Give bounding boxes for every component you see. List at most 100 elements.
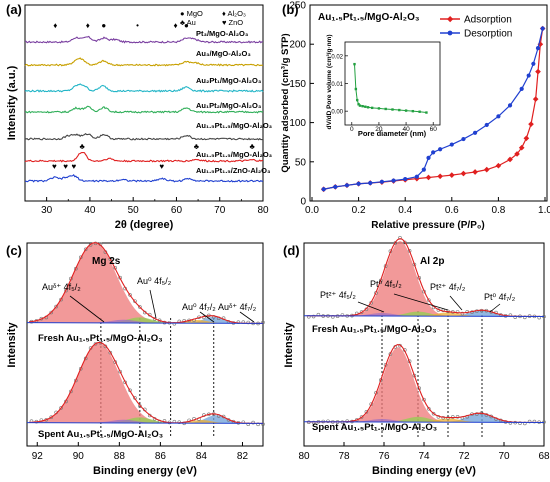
panel-b-inset-point bbox=[425, 111, 428, 114]
panel-d-component-peak bbox=[304, 241, 544, 317]
panel-c-component-peak bbox=[27, 319, 263, 324]
panel-b-point bbox=[461, 136, 466, 142]
panel-c-component-peak bbox=[27, 242, 263, 324]
panel-c-peak-annotation: Au⁰ 4f₇/₂ bbox=[182, 302, 216, 312]
panel-b-point bbox=[426, 155, 431, 160]
panel-a-phase-marker: ♥ bbox=[63, 162, 68, 171]
panel-b-y-tick-label: 0 bbox=[300, 197, 306, 208]
panel-c-envelope-line bbox=[28, 242, 264, 324]
panel-b-inset-x-tick-label: 60 bbox=[430, 126, 438, 133]
panel-c-peak-annotation: Auᵟ⁺ 4f₅/₂ bbox=[42, 282, 81, 292]
panel-d-component-peak bbox=[304, 310, 544, 317]
panel-d-plot: 80 78 76 74 72 70 68 Fresh Au₁.₅Pt₁.₅/MgO-Al₂O₃… bbox=[298, 235, 550, 462]
panel-c-data-point bbox=[108, 257, 113, 261]
panel-b-point bbox=[472, 169, 478, 175]
panel-b-point bbox=[496, 114, 501, 119]
panel-d-annotation-pointer bbox=[357, 301, 385, 313]
panel-b-x-tick-label: 0.4 bbox=[398, 205, 412, 216]
panel-c-data-point bbox=[246, 320, 251, 325]
panel-b-x-tick-label: 0.2 bbox=[352, 205, 366, 216]
panel-a-series-line bbox=[24, 174, 264, 183]
panel-d-data-point bbox=[402, 240, 407, 245]
panel-c-component-peak bbox=[27, 417, 263, 424]
panel-b-inset-point bbox=[358, 104, 362, 107]
panel-d-data-point bbox=[398, 235, 402, 240]
panel-d-component-peak bbox=[304, 413, 544, 423]
panel-c-spectrum-label: Fresh Au₁.₅Pt₁.₅/MgO-Al₂O₃ bbox=[38, 333, 163, 344]
panel-c-annotation-pointer bbox=[199, 311, 215, 323]
panel-a-x-axis-label: 2θ (degree) bbox=[115, 219, 174, 231]
panel-a-series-label: Au₁.₅Pt₁.₅/ZnO-Al₂O₃ bbox=[196, 166, 271, 175]
panel-c-data-point bbox=[138, 305, 142, 309]
panel-a-x-tick-label: 40 bbox=[84, 205, 96, 216]
panel-d-annotation-pointer bbox=[393, 293, 449, 311]
panel-b-inset-point bbox=[353, 62, 356, 66]
panel-c-envelope-line bbox=[29, 341, 264, 424]
panel-b-point bbox=[518, 144, 525, 151]
panel-b-x-axis-label: Relative pressure (P/P₀) bbox=[371, 220, 484, 231]
panel-a-series-line bbox=[24, 151, 264, 163]
panel-b: (b) Au₁.₅Pt₁.₅/MgO-Al₂O₃ 0.0 0.2 0.4 0.6 0.8… bbox=[280, 1, 550, 232]
panel-d-data-point bbox=[527, 419, 532, 424]
panel-d-data-point bbox=[450, 415, 455, 419]
panel-c-plot: 92 90 88 86 84 82 Fresh Au₁.₅Pt₁.₅/MgO-Al₂O₃ Sp… bbox=[26, 241, 265, 462]
panel-c-data-point bbox=[133, 299, 137, 303]
panel-b-legend: Adsorption Desorption bbox=[440, 15, 512, 40]
panel-a-curves: Pt₃/MgO-Al₂O₃ Au₃/MgO-Al₂O₃ Au₂Pt₁/MgO-Al₂… bbox=[24, 21, 273, 183]
panel-a-ticks: 30 40 50 60 70 80 bbox=[24, 197, 269, 216]
panel-d-data-point bbox=[398, 343, 402, 348]
panel-d-annotation-pointer bbox=[449, 295, 463, 311]
panel-c-component-peak bbox=[27, 342, 263, 424]
panel-a-x-tick-label: 60 bbox=[171, 205, 183, 216]
panel-b-point bbox=[438, 147, 443, 152]
panel-d-data-point bbox=[364, 410, 369, 414]
panel-c-data-point bbox=[49, 310, 54, 315]
panel-a-phase-marker: ♦ bbox=[174, 21, 178, 30]
panel-a-series-label: Au₂Pt₁/MgO-Al₂O₃ bbox=[196, 76, 262, 85]
panel-b-frame bbox=[309, 4, 548, 202]
panel-d-data-point bbox=[455, 310, 460, 314]
panel-d-spectrum-label: Spent Au₁.₅Pt₁.₅/MgO-Al₂O₃ bbox=[312, 422, 437, 433]
panel-a-x-tick-label: 80 bbox=[257, 205, 269, 216]
panel-a-x-tick-label: 30 bbox=[41, 205, 53, 216]
panel-c-spectrum-label: Spent Au₁.₅Pt₁.₅/MgO-Al₂O₃ bbox=[38, 429, 163, 440]
panel-b-point bbox=[448, 172, 455, 178]
panel-d-x-tick-label: 76 bbox=[378, 451, 390, 462]
panel-b-inset-point bbox=[398, 108, 401, 112]
panel-d-data-point bbox=[532, 419, 537, 424]
panel-d-data-point bbox=[393, 241, 398, 245]
panel-c-x-tick-label: 88 bbox=[114, 451, 126, 462]
panel-d-data-point bbox=[359, 415, 364, 419]
panel-a-phase-marker: ● bbox=[184, 21, 189, 30]
panel-b-x-tick-label: 0.0 bbox=[305, 205, 319, 216]
panel-d-peak-annotation: Pt⁰ 4f₅/₂ bbox=[370, 279, 402, 289]
panel-c-annotation-pointer bbox=[149, 289, 157, 319]
panel-c-data-point bbox=[108, 350, 113, 355]
panel-b-point bbox=[535, 46, 541, 51]
panel-b-y-tick-label: 100 bbox=[289, 118, 306, 129]
panel-d-data-point bbox=[426, 298, 431, 302]
panel-a-legend-entry: ● MgO bbox=[180, 9, 203, 18]
panel-a-phase-marker: ● bbox=[101, 21, 106, 30]
panel-b-inset-y-label: dV/dD Pore volume (cm³/g·nm) bbox=[326, 35, 333, 130]
panel-a-phase-marker: • bbox=[136, 21, 139, 30]
panel-b-y-tick-label: 50 bbox=[295, 157, 307, 168]
panel-d-x-tick-label: 68 bbox=[538, 451, 550, 462]
panel-b-point bbox=[414, 174, 419, 179]
panel-b-point bbox=[403, 176, 408, 182]
panel-d-spectrum-label: Fresh Au₁.₅Pt₁.₅/MgO-Al₂O₃ bbox=[312, 324, 437, 335]
panel-b-inset-x-label: Pore diameter (nm) bbox=[358, 129, 427, 138]
panel-b-point bbox=[519, 86, 524, 91]
panel-d-data-point bbox=[513, 315, 518, 319]
panel-b-point bbox=[473, 130, 478, 135]
panel-c-data-point bbox=[261, 422, 265, 426]
panel-c-x-tick-label: 84 bbox=[196, 451, 208, 462]
panel-b-x-tick-label: 0.8 bbox=[491, 205, 505, 216]
panel-b-inset-point bbox=[366, 106, 370, 109]
panel-d-data-point bbox=[426, 407, 431, 411]
panel-b-point bbox=[507, 156, 513, 163]
panel-b-y-tick-label: 200 bbox=[289, 40, 306, 51]
panel-c-data-point bbox=[211, 315, 216, 319]
panel-a: (a) Pt₃/MgO-Al₂O₃ Au₃/MgO-Al₂O₃ Au₂Pt₁/MgO… bbox=[6, 2, 273, 231]
